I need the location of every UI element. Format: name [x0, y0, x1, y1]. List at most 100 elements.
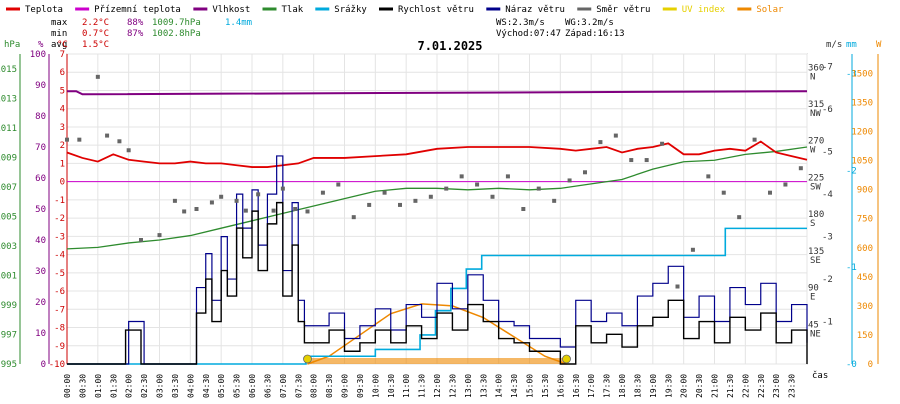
x-tick-label: 15:00	[526, 374, 535, 398]
series-wind-direction-point	[320, 190, 325, 195]
x-tick-label: 14:30	[510, 374, 519, 398]
series-wind-direction-point	[77, 137, 82, 142]
axis-w-tick: 1050	[851, 157, 873, 167]
series-wind-direction-point	[583, 170, 587, 175]
x-tick-label: 00:30	[78, 374, 87, 398]
axis-hpa-tick: 1011	[0, 124, 17, 134]
series-wind-direction-point	[182, 209, 187, 214]
axis-degc-tick: -1	[54, 196, 65, 206]
series	[65, 74, 808, 365]
series-solar-fill	[307, 358, 567, 364]
series-temperature-line	[66, 140, 808, 168]
axis-pct-tick: 100	[30, 50, 46, 60]
axis-degc-tick: 1	[60, 159, 65, 169]
x-tick-label: 03:00	[156, 374, 165, 398]
series-wind-direction-point	[521, 207, 526, 211]
series-wind-direction-point	[444, 186, 449, 191]
axis-wind-tick: -3	[822, 233, 833, 243]
axis-w-tick: 1350	[851, 98, 873, 108]
stats-max-temp: 2.2°C	[82, 18, 109, 28]
x-tick-label: 22:00	[741, 374, 750, 398]
series-wind-direction-point	[721, 190, 726, 195]
legend-label: UV index	[682, 5, 726, 15]
axis-wind-unit: m/s	[826, 40, 842, 50]
stats-min-press: 1002.8hPa	[152, 29, 201, 39]
axis-w-unit: W	[876, 40, 882, 50]
axis-dir-name: E	[810, 293, 815, 303]
axis-hpa-tick: 999	[1, 301, 17, 311]
x-tick-label: 02:00	[125, 374, 134, 398]
axis-hpa-tick: 1001	[0, 271, 17, 281]
series-wind-direction-point	[351, 215, 356, 220]
series-wind-direction-point	[126, 148, 131, 153]
series-wind-direction-point	[271, 208, 276, 213]
x-tick-label: 16:00	[556, 374, 565, 398]
axis-hpa-tick: 1009	[0, 153, 17, 163]
series-wind-direction-point	[552, 198, 557, 203]
series-wind-speed-line	[67, 201, 808, 365]
series-rain-line	[67, 227, 807, 365]
series-wind-direction-point	[598, 140, 603, 145]
axis-pct-tick: 90	[35, 81, 46, 91]
series-wind-direction-point	[336, 182, 341, 187]
axis-dir-deg: 315	[808, 100, 824, 110]
x-tick-label: 18:00	[618, 374, 627, 398]
series-wind-direction-point	[737, 215, 742, 220]
axis-degc-tick: -8	[54, 324, 65, 334]
x-tick-label: 20:30	[695, 374, 704, 398]
x-tick-label: 23:00	[772, 374, 781, 398]
chart-date-title: 7.01.2025	[417, 39, 482, 53]
series-wind-direction-point	[629, 158, 634, 163]
axis-wind-tick: -1	[822, 318, 833, 328]
axis-degc-tick: -7	[54, 305, 65, 315]
legend-label: Přízemní teplota	[94, 5, 181, 15]
x-tick-label: 22:30	[757, 374, 766, 398]
x-tick-label: 17:00	[587, 374, 596, 398]
series-wind-direction-point	[660, 141, 665, 146]
series-wind-direction-point	[398, 202, 402, 207]
axis-degc-tick: 0	[60, 178, 65, 188]
series-wind-direction-point	[243, 208, 248, 213]
series-wind-direction-point	[209, 200, 214, 205]
axis-dir-name: NW	[810, 109, 821, 119]
x-tick-label: 13:30	[479, 374, 488, 398]
x-tick-label: 07:30	[294, 374, 303, 398]
x-tick-label: 05:30	[233, 374, 242, 398]
axis-degc-tick: -2	[54, 214, 65, 224]
stats-min-label: min	[51, 29, 67, 39]
axis-dir-name: W	[810, 146, 816, 156]
x-tick-label: 12:30	[448, 374, 457, 398]
axis-dir-deg: 225	[808, 173, 824, 183]
axis-dir-name: SW	[810, 182, 821, 192]
axis-mm-tick: -1	[846, 263, 857, 273]
axis-hpa-unit: hPa	[4, 40, 20, 50]
x-tick-label: 05:00	[217, 374, 226, 398]
series-wind-direction-point	[459, 174, 464, 179]
legend-label: Tlak	[282, 5, 304, 15]
axis-dir-name: SE	[810, 256, 821, 266]
x-tick-label: 10:30	[387, 374, 396, 398]
series-wind-direction-point	[139, 238, 143, 242]
wind-info-panel: WS:2.3m/s WG:3.2m/s Východ:07:47 Západ:1…	[496, 18, 625, 39]
series-wind-direction-point	[105, 133, 110, 138]
axis-mm-unit: mm	[846, 40, 857, 50]
x-tick-label: 02:30	[140, 374, 149, 398]
stats-avg-label: avg	[51, 40, 67, 50]
axis-dir-name: N	[810, 72, 815, 82]
x-tick-label: 09:30	[356, 374, 365, 398]
legend-label: Směr větru	[596, 5, 650, 15]
axis-dir-name: S	[810, 219, 815, 229]
legend-label: Náraz větru	[505, 5, 565, 15]
axis-w-tick: 150	[857, 331, 873, 341]
axis-w-tick: 300	[857, 302, 873, 312]
axis-degc-tick: 2	[60, 141, 65, 151]
series-wind-direction-point	[798, 166, 803, 171]
x-tick-label: 06:00	[248, 374, 257, 398]
series-wind-direction-point	[219, 194, 224, 199]
x-tick-label: 19:00	[649, 374, 658, 398]
axis-dir-name: NE	[810, 329, 821, 339]
